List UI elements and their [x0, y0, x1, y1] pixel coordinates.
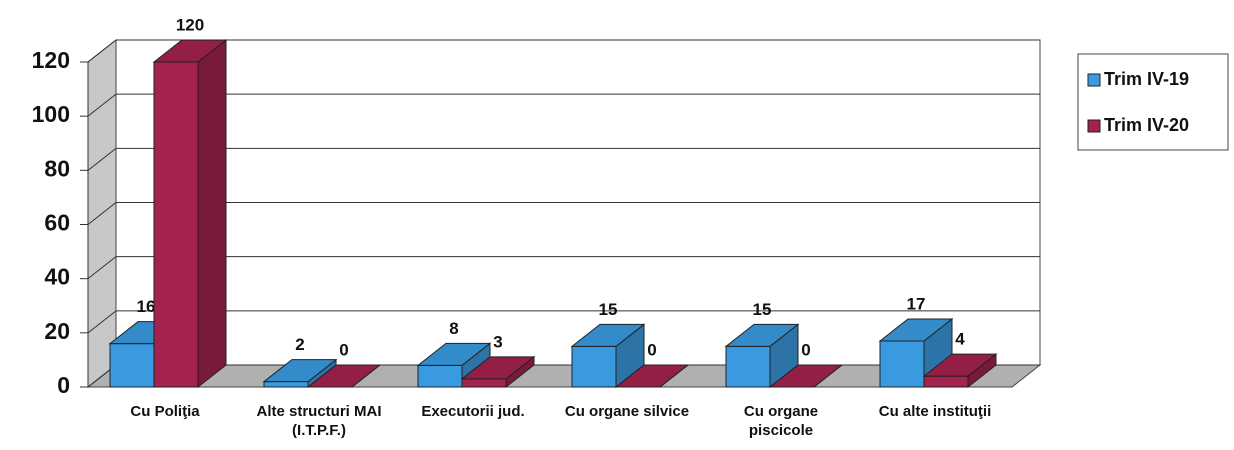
value-label: 2: [295, 335, 304, 354]
legend-swatch: [1087, 119, 1101, 133]
bar: [417, 364, 463, 388]
value-label: 0: [647, 340, 656, 359]
grid-line: [87, 147, 117, 171]
bar: [153, 61, 199, 388]
bar-top: [878, 318, 954, 342]
y-tick-label: 80: [44, 155, 70, 181]
value-label: 8: [449, 319, 458, 338]
bar-side: [197, 38, 227, 389]
bar: [461, 378, 507, 388]
y-tick-label: 120: [32, 47, 70, 73]
bar: [263, 381, 309, 388]
legend-label: Trim IV-19: [1104, 69, 1189, 89]
y-tick-label: 40: [44, 264, 70, 290]
value-label: 15: [599, 300, 618, 319]
value-label: 0: [339, 340, 348, 359]
bar: [725, 345, 771, 388]
value-label: 120: [176, 15, 204, 34]
bar-top: [416, 342, 492, 366]
value-label: 15: [753, 300, 772, 319]
value-label: 3: [493, 332, 502, 351]
bar: [109, 343, 155, 388]
legend-label: Trim IV-20: [1104, 115, 1189, 135]
bar-top: [922, 353, 998, 377]
grid-line: [87, 256, 117, 280]
value-label: 17: [907, 294, 926, 313]
bar-top: [460, 356, 536, 380]
bar: [571, 345, 617, 388]
grid-line: [87, 39, 117, 63]
grid-line: [87, 93, 117, 117]
x-tick-label: Executorii jud.: [421, 403, 525, 420]
bar: [879, 340, 925, 388]
x-tick-label: Cu alte instituţii: [878, 403, 992, 420]
bar-top: [724, 323, 800, 347]
value-label: 0: [801, 340, 810, 359]
bar-top: [306, 364, 382, 388]
grid-line: [87, 202, 117, 225]
bar-top: [570, 323, 646, 347]
y-tick-label: 60: [44, 210, 70, 236]
y-tick-label: 0: [57, 372, 70, 398]
x-tick-label: Cu Poliţia: [130, 403, 200, 420]
value-label: 4: [955, 330, 965, 349]
bar: [923, 375, 969, 388]
bar-top: [768, 364, 844, 388]
x-tick-label: Cu organe piscicole: [743, 403, 819, 439]
legend-swatch: [1087, 73, 1101, 87]
value-label: 16: [137, 297, 156, 316]
y-tick-label: 20: [44, 318, 70, 344]
x-tick-label: Cu organe silvice: [564, 403, 690, 420]
bar-top: [614, 364, 690, 388]
x-tick-label: Alte structuri MAI (I.T.P.F.): [256, 403, 382, 439]
legend-box: [1077, 53, 1229, 151]
bar-top: [152, 39, 228, 63]
bar-top: [262, 359, 338, 383]
grid-line: [87, 310, 117, 334]
y-tick-label: 100: [32, 101, 70, 127]
